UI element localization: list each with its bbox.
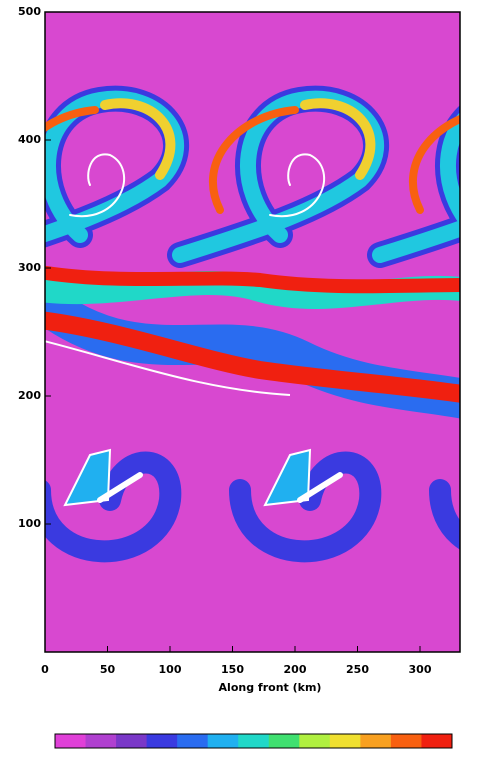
colorbar-segment: [55, 734, 87, 748]
colorbar-segment: [207, 734, 239, 748]
colorbar-segment: [85, 734, 117, 748]
colorbar-segment: [329, 734, 361, 748]
x-tick-label: 150: [221, 663, 244, 676]
y-tick-label: 300: [18, 261, 41, 274]
x-tick-label: 100: [159, 663, 182, 676]
colorbar-segment: [146, 734, 178, 748]
colorbar-frame: [54, 733, 453, 749]
y-tick-label: 100: [18, 517, 41, 530]
x-axis-label: Along front (km): [219, 681, 322, 694]
colorbar-segment: [421, 734, 453, 748]
field: [45, 99, 460, 552]
colorbar-segment: [177, 734, 209, 748]
x-tick-label: 300: [409, 663, 432, 676]
x-tick-label: 250: [346, 663, 369, 676]
colorbar-segment: [299, 734, 331, 748]
x-tick-label: 0: [41, 663, 49, 676]
colorbar-segment: [268, 734, 300, 748]
colorbar-segment: [116, 734, 148, 748]
colorbar-segment: [360, 734, 392, 748]
colorbar-segment: [238, 734, 270, 748]
y-tick-label: 200: [18, 389, 41, 402]
y-tick-label: 500: [18, 5, 41, 18]
plot-frame: [44, 11, 461, 653]
y-tick-label: 400: [18, 133, 41, 146]
x-tick-label: 200: [284, 663, 307, 676]
colorbar-segment: [390, 734, 422, 748]
x-tick-label: 50: [100, 663, 116, 676]
